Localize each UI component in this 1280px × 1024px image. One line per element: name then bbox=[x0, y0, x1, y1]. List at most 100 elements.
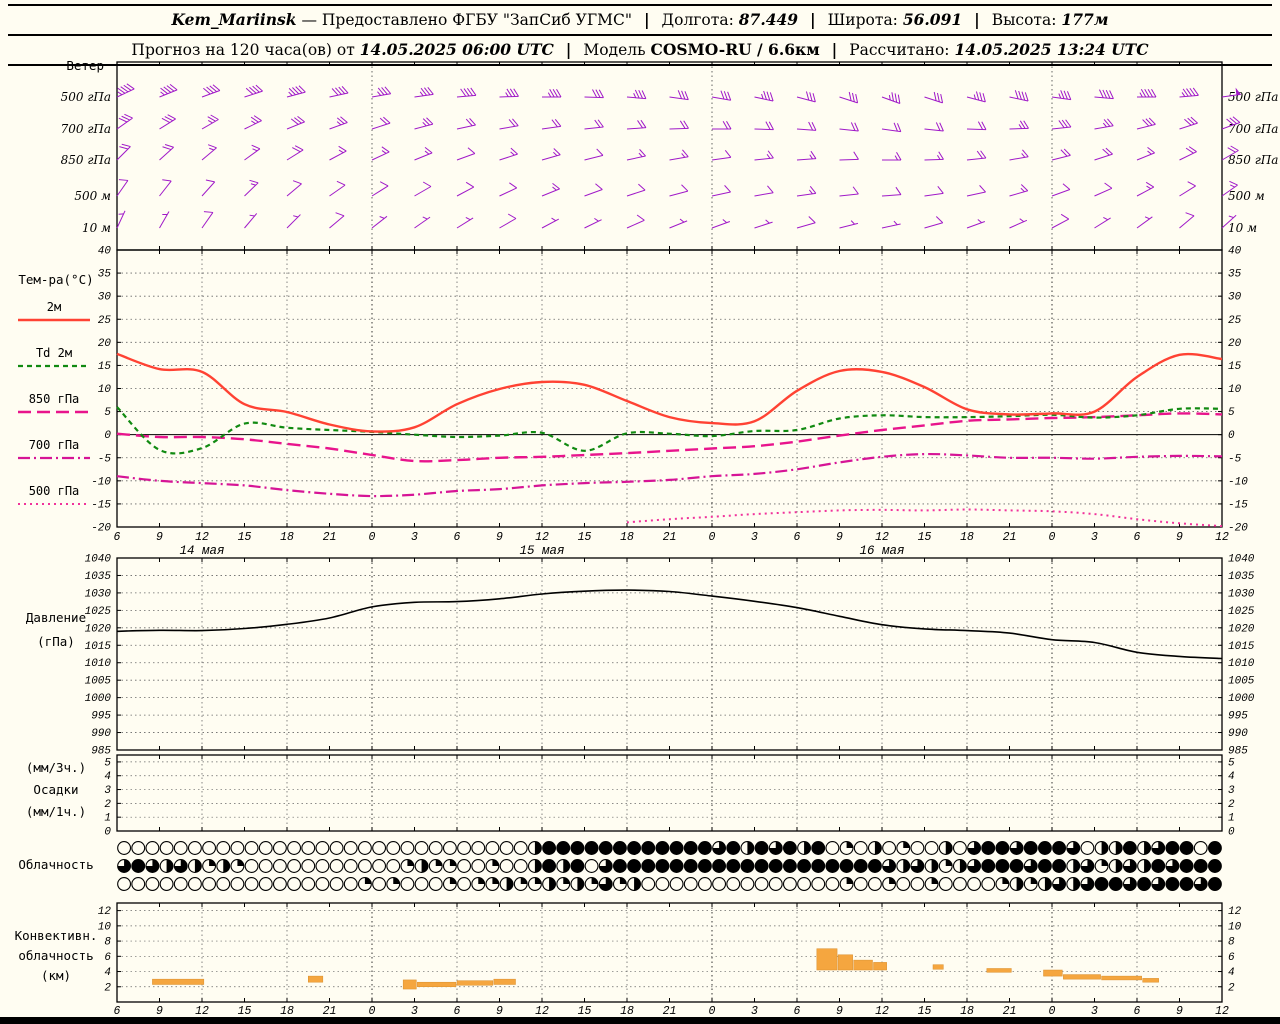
barb-full bbox=[809, 185, 817, 194]
cloud-cover-fill bbox=[889, 877, 896, 884]
wind-barb bbox=[669, 120, 689, 130]
barb-full bbox=[297, 115, 305, 123]
panel-frames bbox=[116, 61, 1223, 1003]
cloud-cover-fill bbox=[478, 877, 485, 884]
barb-full bbox=[162, 179, 172, 182]
barb-full bbox=[1187, 181, 1196, 187]
axis-tick-label: 1035 bbox=[85, 571, 112, 583]
barb-staff bbox=[584, 154, 604, 161]
hour-label: 9 bbox=[1176, 1005, 1183, 1018]
axis-tick-label: 0 bbox=[104, 430, 111, 442]
barb-staff bbox=[754, 128, 774, 131]
longitude-value: 87.449 bbox=[738, 10, 799, 29]
convective-cloud-bar bbox=[152, 978, 205, 985]
cloud-cover-symbol bbox=[216, 877, 231, 891]
legend-temp-2m: 2м bbox=[6, 300, 102, 323]
barb-staff bbox=[159, 180, 172, 197]
wind-level-label: 500 гПа bbox=[61, 90, 111, 104]
axis-tick-label: 985 bbox=[91, 746, 111, 758]
cloud-cover-symbol bbox=[513, 877, 528, 891]
wind-barb bbox=[371, 215, 388, 229]
barb-full bbox=[120, 86, 129, 93]
barb-full bbox=[1144, 88, 1150, 98]
wind-barb bbox=[414, 146, 433, 161]
barb-staff bbox=[966, 96, 986, 103]
barb-staff bbox=[626, 127, 646, 130]
hour-label: 12 bbox=[1215, 1005, 1229, 1018]
cloud-cover-symbol bbox=[655, 841, 670, 855]
barb-staff bbox=[796, 96, 816, 103]
barb-half bbox=[250, 183, 256, 186]
cloud-cover-symbol bbox=[329, 841, 344, 855]
barb-full bbox=[1023, 120, 1029, 129]
barb-staff bbox=[1094, 153, 1113, 161]
wind-barb bbox=[244, 84, 263, 98]
wind-barb bbox=[669, 90, 689, 101]
barb-full bbox=[295, 86, 303, 94]
cloud-cover-fill bbox=[563, 859, 570, 873]
cloud-cover-symbol bbox=[1151, 877, 1166, 891]
barb-staff bbox=[839, 193, 859, 197]
cloud-cover-symbol bbox=[1037, 859, 1052, 873]
barb-full bbox=[935, 122, 941, 131]
axis-tick-label: -10 bbox=[1228, 476, 1248, 488]
axis-tick-label: 35 bbox=[1228, 269, 1242, 281]
barb-staff bbox=[626, 155, 646, 161]
legend-temp-2m-line bbox=[18, 318, 90, 322]
barb-full bbox=[255, 84, 263, 92]
cloud-cover-fill bbox=[804, 841, 811, 855]
cloud-cover-fill bbox=[549, 877, 556, 891]
barb-full bbox=[377, 87, 385, 96]
barb-full bbox=[118, 179, 128, 181]
wind-barb bbox=[286, 180, 302, 197]
cloud-cover-fill bbox=[146, 859, 159, 873]
barb-staff bbox=[456, 153, 476, 161]
header: Kem_Mariinsk — Предоставлено ФГБУ "ЗапСи… bbox=[8, 4, 1272, 66]
cloud-cover-symbol bbox=[1108, 841, 1123, 855]
wind-barb bbox=[1051, 119, 1072, 130]
wind-barb bbox=[584, 89, 604, 99]
cloud-cover-fill bbox=[520, 877, 528, 884]
wind-barb bbox=[329, 212, 345, 229]
axis-tick-label: 990 bbox=[91, 728, 111, 740]
barb-staff bbox=[1136, 216, 1153, 229]
axis-tick-label: 1035 bbox=[1228, 571, 1255, 583]
cloud-cover-fill bbox=[747, 841, 754, 855]
wind-barb bbox=[286, 214, 301, 229]
wind-barb bbox=[286, 85, 306, 98]
barb-full bbox=[979, 185, 986, 193]
wind-barb bbox=[1051, 213, 1070, 229]
wind-barbs bbox=[116, 83, 1241, 229]
cloud-cover-symbol bbox=[343, 841, 358, 855]
cloud-cover-symbol bbox=[797, 859, 812, 873]
barb-full bbox=[420, 87, 427, 96]
barb-full bbox=[427, 86, 434, 95]
cloud-cover-symbol bbox=[839, 841, 854, 855]
wind-barb bbox=[541, 148, 561, 161]
wind-barb bbox=[244, 115, 262, 130]
wind-barb bbox=[626, 214, 645, 229]
barb-staff bbox=[1051, 218, 1070, 229]
barb-staff bbox=[159, 89, 178, 98]
barb-staff bbox=[456, 186, 475, 197]
hour-label: 3 bbox=[411, 531, 418, 544]
barb-full bbox=[979, 92, 983, 102]
barb-full bbox=[162, 146, 172, 151]
barb-staff bbox=[244, 182, 259, 197]
hour-label: 15 bbox=[578, 1005, 592, 1018]
hour-label: 3 bbox=[1091, 531, 1098, 544]
cloud-cover-symbol bbox=[499, 877, 514, 891]
wind-barb bbox=[541, 118, 562, 130]
cloud-cover-symbol bbox=[1137, 877, 1152, 891]
barb-staff bbox=[499, 187, 517, 197]
hour-label: 12 bbox=[195, 531, 209, 544]
wind-barb bbox=[1221, 145, 1239, 161]
barb-staff bbox=[711, 156, 731, 161]
barb-staff bbox=[754, 157, 774, 161]
cloud-cover-symbol bbox=[612, 859, 627, 873]
cloud-cover-symbol bbox=[740, 877, 755, 891]
hour-label: 6 bbox=[454, 1005, 461, 1018]
wind-barb bbox=[541, 182, 560, 197]
barb-full bbox=[893, 122, 898, 132]
cloud-cover-symbol bbox=[556, 877, 571, 891]
